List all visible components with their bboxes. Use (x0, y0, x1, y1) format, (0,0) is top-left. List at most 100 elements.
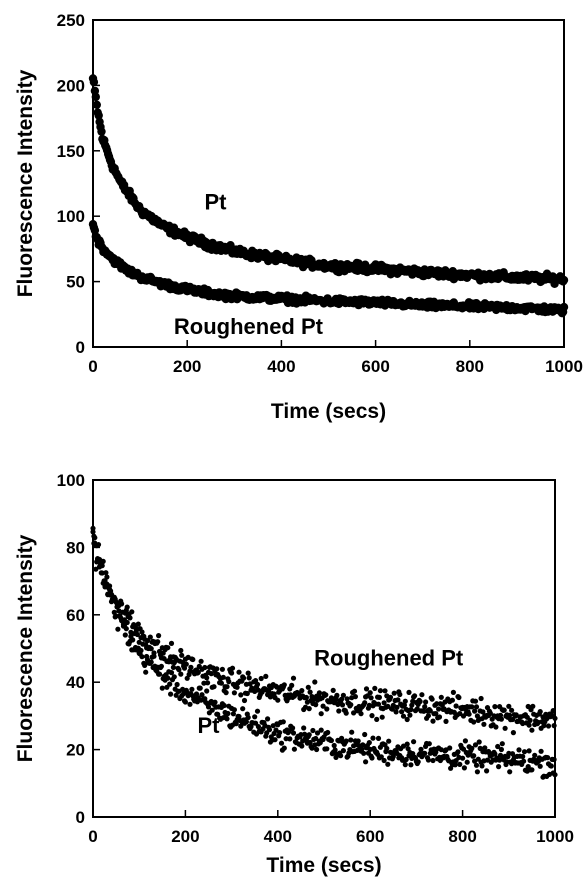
data-point (313, 702, 319, 708)
data-point (328, 737, 334, 744)
data-point (148, 659, 154, 665)
data-point (339, 702, 346, 708)
data-point (226, 679, 232, 685)
data-point (434, 701, 440, 707)
data-point (272, 737, 278, 743)
data-point (545, 755, 551, 761)
data-point (254, 708, 261, 714)
data-point (316, 690, 322, 696)
y-tick-label: 50 (66, 273, 85, 292)
data-point (324, 706, 330, 712)
data-point (99, 563, 105, 569)
data-point (520, 753, 526, 760)
data-point (303, 694, 309, 701)
y-tick-label: 40 (66, 673, 85, 692)
data-point (399, 709, 405, 715)
data-point (289, 682, 295, 688)
data-point (159, 685, 165, 691)
y-tick-label: 80 (66, 538, 85, 557)
data-point (119, 601, 125, 607)
data-point (395, 697, 401, 703)
data-point (339, 696, 345, 702)
data-point (472, 698, 479, 704)
data-point (148, 646, 154, 652)
data-point (170, 664, 176, 670)
data-point (406, 689, 412, 695)
data-point (425, 757, 431, 763)
x-axis-title: Time (secs) (266, 854, 381, 877)
data-point (190, 656, 196, 663)
data-point (529, 727, 535, 733)
data-points (88, 74, 569, 318)
data-point (97, 127, 106, 136)
data-point (278, 740, 285, 746)
x-tick-label: 200 (171, 827, 199, 846)
data-point (334, 692, 340, 698)
data-point (94, 111, 103, 120)
data-point (429, 696, 435, 702)
data-point (188, 664, 194, 670)
data-point (379, 714, 385, 720)
x-tick-label: 400 (264, 827, 292, 846)
plot-frame (92, 479, 556, 818)
data-point (526, 748, 532, 754)
data-point (469, 745, 475, 751)
data-point (422, 704, 428, 710)
x-tick-label: 200 (173, 357, 201, 376)
data-point (290, 675, 297, 681)
data-point (312, 679, 318, 685)
y-tick-label: 250 (57, 11, 85, 30)
data-point (481, 721, 487, 727)
data-points (90, 525, 558, 780)
data-point (218, 680, 224, 686)
data-point (178, 671, 184, 677)
data-point (498, 716, 504, 722)
data-point (205, 680, 211, 686)
data-point (493, 724, 499, 730)
data-point (254, 681, 261, 687)
data-point (92, 100, 102, 110)
data-point (140, 641, 146, 647)
x-axis-title: Time (secs) (271, 400, 386, 423)
data-point (343, 738, 349, 744)
data-point (277, 730, 283, 736)
data-point (108, 588, 114, 594)
data-point (127, 615, 133, 621)
data-point (252, 714, 258, 720)
data-point (196, 685, 202, 691)
data-point (382, 688, 388, 694)
data-point (183, 661, 189, 667)
data-point (474, 769, 480, 775)
data-point (332, 747, 338, 753)
data-point (238, 723, 244, 729)
data-point (209, 707, 215, 713)
data-point (231, 707, 237, 713)
data-point (404, 741, 410, 747)
data-point (208, 671, 214, 677)
data-point (338, 753, 344, 759)
y-tick-label: 200 (57, 76, 85, 95)
data-point (97, 558, 103, 564)
data-point (122, 632, 128, 638)
data-point (484, 768, 490, 774)
data-point (115, 626, 121, 632)
data-point (361, 750, 367, 756)
chart-top: 0 200 400 600 800 1000 0 50 100 150 200 250 Time (se… (14, 11, 583, 423)
data-point (378, 754, 384, 760)
series-roughened-pt (90, 525, 558, 736)
data-point (123, 626, 129, 632)
data-point (130, 637, 136, 643)
data-point (385, 761, 391, 767)
data-point (138, 647, 144, 654)
data-point (487, 710, 493, 716)
data-point (366, 740, 372, 746)
data-point (156, 633, 162, 639)
data-point (181, 665, 188, 671)
data-point (390, 753, 396, 760)
data-point (265, 716, 271, 722)
data-point (471, 719, 477, 725)
data-point (202, 664, 208, 671)
data-point (359, 746, 365, 752)
data-point (438, 694, 444, 700)
data-point (116, 608, 122, 614)
